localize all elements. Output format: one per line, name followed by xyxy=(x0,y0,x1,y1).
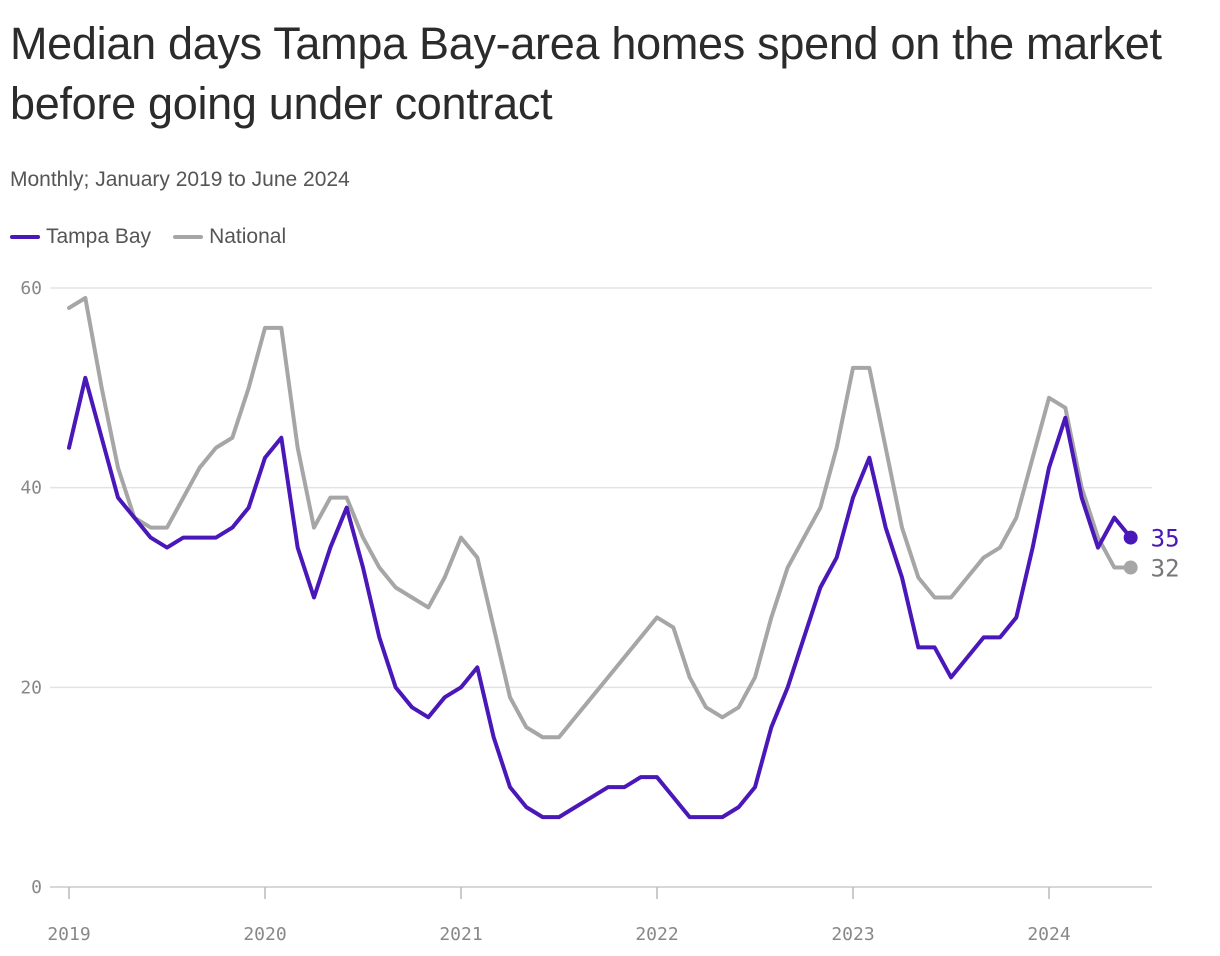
x-tick-label: 2023 xyxy=(831,924,874,945)
x-tick-label: 2024 xyxy=(1027,924,1070,945)
x-tick-label: 2022 xyxy=(635,924,678,945)
y-tick-label: 40 xyxy=(20,478,42,499)
y-tick-label: 0 xyxy=(31,877,42,898)
chart-subtitle: Monthly; January 2019 to June 2024 xyxy=(10,168,350,191)
x-tick-label: 2021 xyxy=(439,924,482,945)
legend: Tampa Bay National xyxy=(10,225,286,249)
end-value-label: 32 xyxy=(1151,555,1180,583)
series-line-national xyxy=(67,295,1133,740)
y-tick-label: 60 xyxy=(20,278,42,299)
legend-label: National xyxy=(209,225,287,248)
legend-item-national: National xyxy=(173,225,286,249)
legend-swatch-tampa-bay xyxy=(10,235,40,239)
end-point-marker xyxy=(1123,560,1138,575)
end-point-marker xyxy=(1123,530,1138,545)
end-value-label: 35 xyxy=(1151,525,1180,553)
x-tick-label: 2019 xyxy=(47,924,90,945)
legend-item-tampa-bay: Tampa Bay xyxy=(10,225,151,249)
legend-label: Tampa Bay xyxy=(46,225,152,248)
legend-swatch-national xyxy=(173,235,204,239)
y-tick-label: 20 xyxy=(20,677,42,698)
series-line-tampa-bay xyxy=(67,375,1133,820)
chart-title: Median days Tampa Bay-area homes spend o… xyxy=(10,18,1162,129)
x-tick-label: 2020 xyxy=(243,924,286,945)
